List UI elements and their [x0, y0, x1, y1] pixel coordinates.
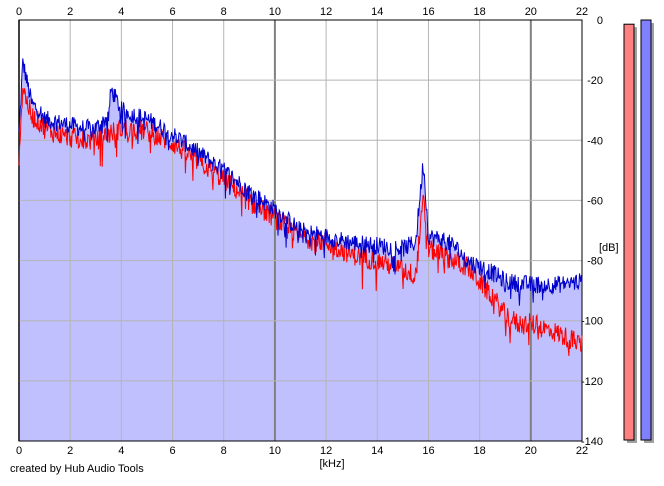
x-tick-label-bottom: 18 [474, 445, 486, 457]
x-tick-label-bottom: 4 [118, 445, 124, 457]
y-tick-label: -80 [587, 256, 603, 268]
x-tick-labels-top: 0 2 4 6 8 10 12 14 16 18 20 22 [16, 6, 588, 18]
x-tick-label-bottom: 0 [16, 445, 22, 457]
x-tick-label-bottom: 12 [320, 445, 332, 457]
x-tick-label-bottom: 10 [269, 445, 281, 457]
x-tick-label-top: 2 [67, 6, 73, 18]
x-tick-label-top: 12 [320, 6, 332, 18]
y-tick-label: 0 [597, 15, 603, 27]
x-tick-label-top: 4 [118, 6, 124, 18]
x-tick-label-top: 8 [221, 6, 227, 18]
x-tick-label-top: 0 [16, 6, 22, 18]
y-axis-label: [dB] [599, 242, 619, 254]
x-tick-label-bottom: 20 [525, 445, 537, 457]
plot-frame [18, 19, 583, 442]
spectrum-series [18, 58, 583, 357]
credit-text: created by Hub Audio Tools [10, 463, 144, 475]
level-meter-right [640, 19, 652, 441]
x-tick-label-top: 14 [371, 6, 383, 18]
level-meter-left [623, 23, 635, 441]
x-tick-label-top: 22 [576, 6, 588, 18]
y-tick-label: -60 [587, 195, 603, 207]
x-tick-label-bottom: 14 [371, 445, 383, 457]
series-line-blue [18, 58, 583, 306]
x-tick-label-bottom: 2 [67, 445, 73, 457]
x-tick-label-top: 20 [525, 6, 537, 18]
x-tick-labels-bottom: 0 2 4 6 8 10 12 14 16 18 20 22 [16, 445, 588, 457]
x-tick-label-bottom: 16 [422, 445, 434, 457]
spectrum-fill [19, 58, 582, 442]
y-tick-label: -140 [581, 436, 603, 448]
x-tick-label-top: 16 [422, 6, 434, 18]
x-tick-label-bottom: 6 [169, 445, 175, 457]
y-tick-labels-right: 0 -20 -40 -60 -80 -100 -120 -140 [581, 15, 603, 448]
level-meters [623, 19, 654, 443]
spectrum-fill-area [19, 58, 582, 442]
series-line-red [18, 88, 583, 357]
y-tick-label: -120 [581, 376, 603, 388]
y-tick-label: -20 [587, 75, 603, 87]
x-tick-label-bottom: 22 [576, 445, 588, 457]
x-tick-label-bottom: 8 [221, 445, 227, 457]
y-tick-label: -100 [581, 316, 603, 328]
x-axis-label: [kHz] [319, 458, 344, 470]
y-tick-label: -40 [587, 135, 603, 147]
x-tick-label-top: 6 [169, 6, 175, 18]
x-tick-label-top: 18 [474, 6, 486, 18]
x-tick-label-top: 10 [269, 6, 281, 18]
grid-lines [18, 19, 583, 442]
